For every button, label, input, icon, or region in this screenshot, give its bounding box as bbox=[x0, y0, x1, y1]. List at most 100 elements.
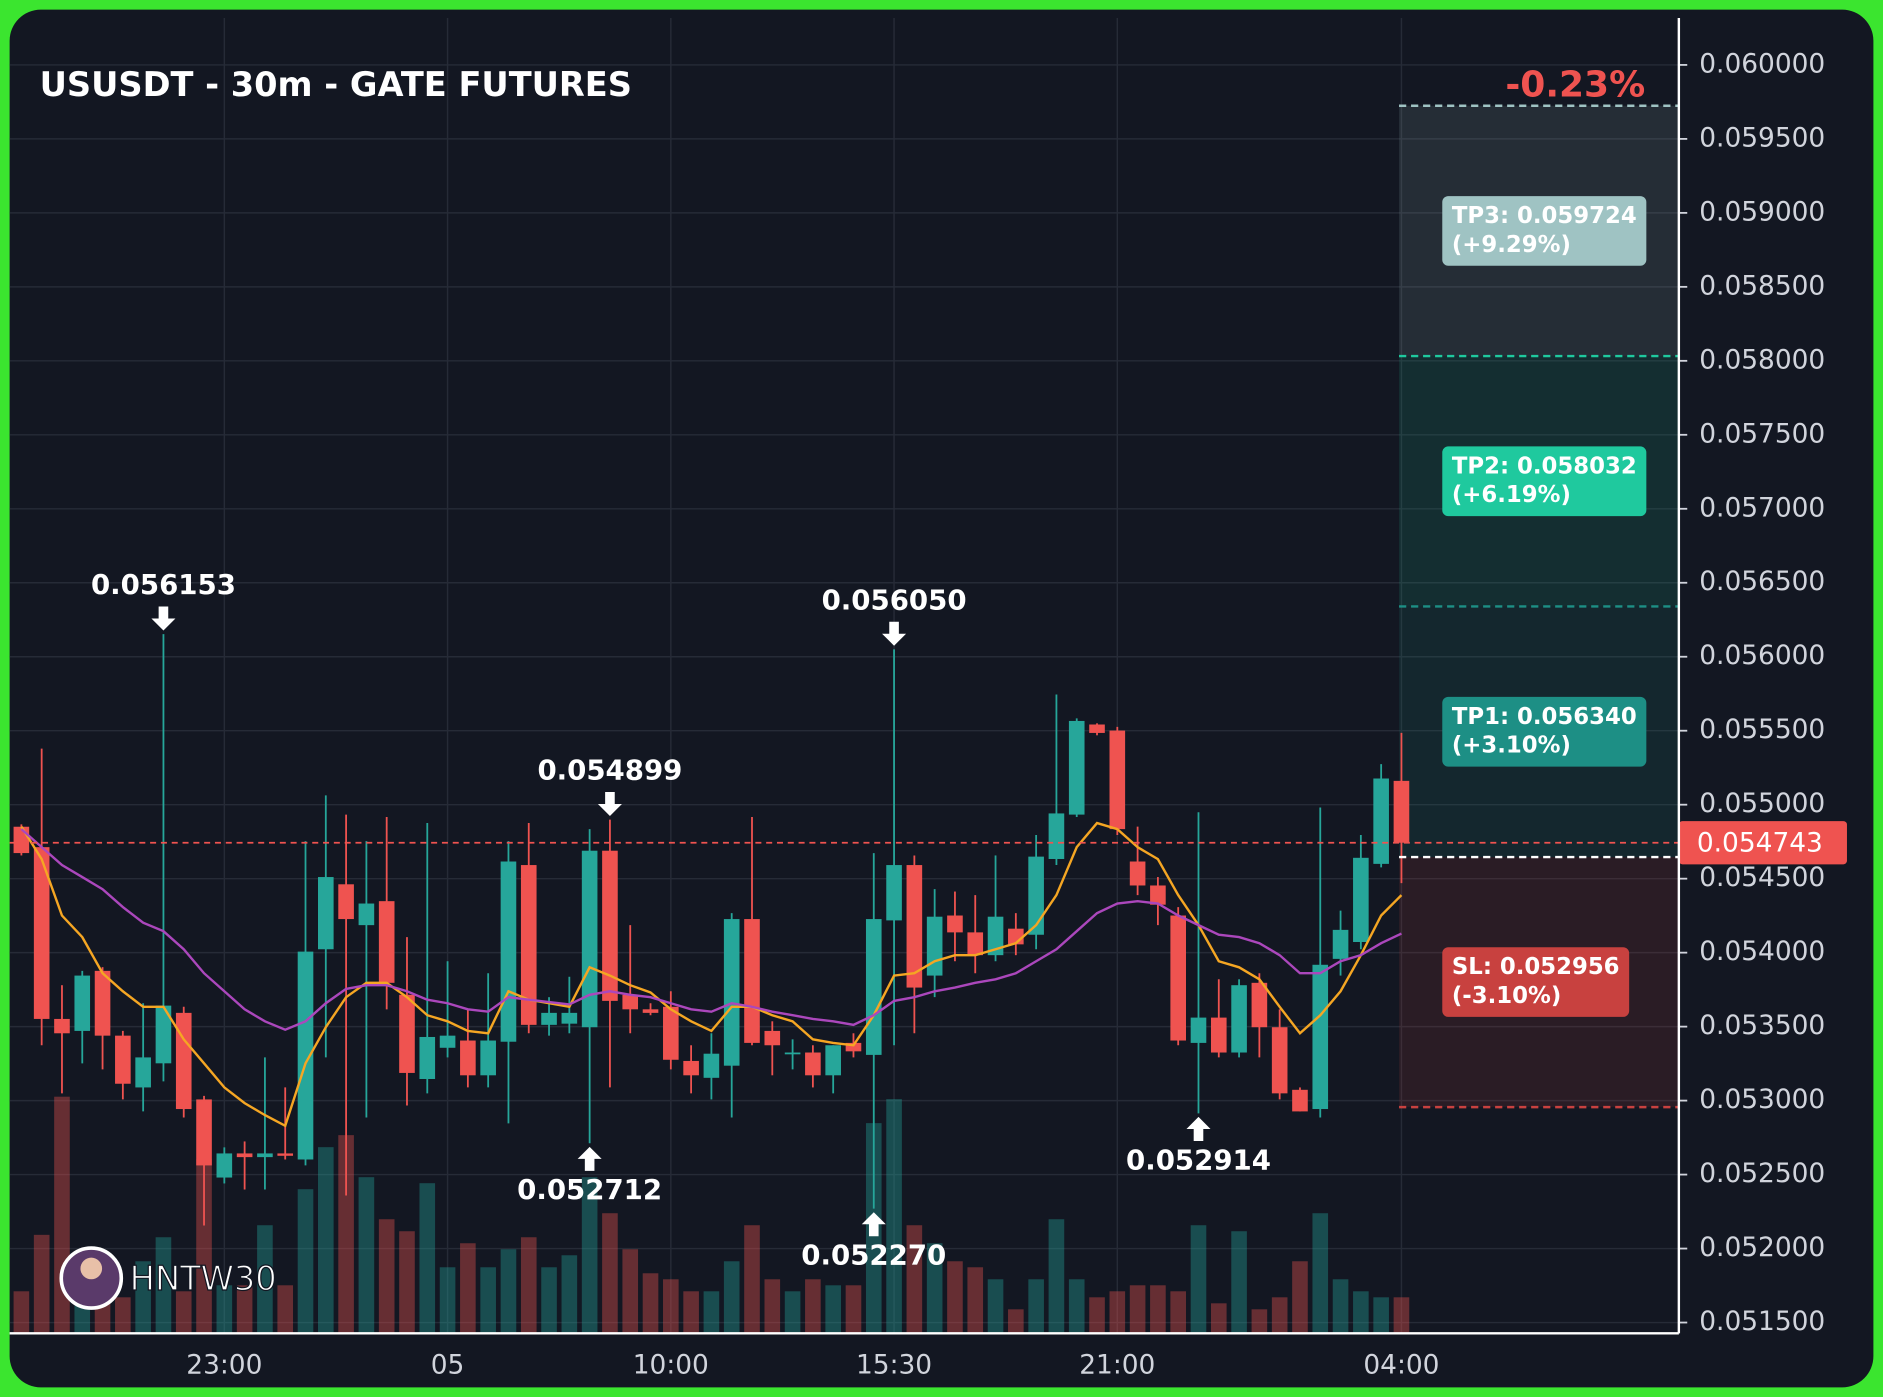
y-tick-label: 0.055500 bbox=[1699, 714, 1825, 745]
candle-body bbox=[378, 901, 395, 983]
volume-bar bbox=[926, 1243, 943, 1334]
candle-body bbox=[317, 877, 334, 950]
volume-bar bbox=[622, 1249, 639, 1334]
candle-body bbox=[1271, 1027, 1288, 1094]
avatar-face bbox=[80, 1257, 103, 1280]
candle-body bbox=[1109, 730, 1126, 830]
candle-body bbox=[135, 1057, 151, 1088]
y-tick-label: 0.057500 bbox=[1699, 418, 1825, 449]
volume-bar bbox=[135, 1261, 151, 1334]
y-tick-label: 0.058000 bbox=[1699, 344, 1825, 375]
volume-bar bbox=[1048, 1219, 1065, 1334]
volume-bar bbox=[642, 1273, 659, 1334]
volume-bar bbox=[967, 1267, 984, 1334]
y-tick-label: 0.060000 bbox=[1699, 48, 1825, 79]
candle-body bbox=[663, 1006, 679, 1060]
volume-bar bbox=[500, 1249, 517, 1334]
volume-bar bbox=[581, 1177, 598, 1334]
volume-bar bbox=[723, 1261, 740, 1334]
candle-body bbox=[926, 916, 943, 976]
volume-bar bbox=[1271, 1297, 1288, 1334]
x-tick-label: 10:00 bbox=[633, 1349, 709, 1380]
volume-bar bbox=[1353, 1291, 1369, 1334]
change-label: -0.23% bbox=[1505, 64, 1645, 105]
level-change: (-3.10%) bbox=[1452, 983, 1561, 1009]
candle-body bbox=[1353, 857, 1369, 942]
volume-bar bbox=[1068, 1279, 1085, 1334]
annotation-label: 0.056153 bbox=[91, 568, 236, 601]
volume-bar bbox=[1170, 1291, 1187, 1334]
candle-body bbox=[1129, 861, 1146, 886]
y-tick-label: 0.052000 bbox=[1699, 1232, 1825, 1263]
candle-body bbox=[825, 1045, 841, 1076]
volume-bar bbox=[825, 1285, 841, 1334]
volume-bar bbox=[1089, 1297, 1105, 1334]
watermark: HNTW30 bbox=[130, 1259, 277, 1298]
volume-bar bbox=[845, 1285, 862, 1334]
current-price-label: 0.054743 bbox=[1697, 827, 1823, 858]
moving-average-line bbox=[20, 821, 1403, 1128]
level-box bbox=[1442, 947, 1630, 1017]
volume-bar bbox=[1150, 1285, 1166, 1334]
volume-bar bbox=[683, 1291, 699, 1334]
annotation-arrow bbox=[597, 792, 622, 817]
x-tick-label: 05 bbox=[431, 1349, 465, 1380]
y-tick-label: 0.058500 bbox=[1699, 270, 1825, 301]
candle-body bbox=[561, 1012, 578, 1024]
volume-bar bbox=[947, 1261, 963, 1334]
y-tick-label: 0.052500 bbox=[1699, 1158, 1825, 1189]
candle-body bbox=[947, 915, 963, 933]
y-tick-label: 0.056500 bbox=[1699, 566, 1825, 597]
volume-bar bbox=[277, 1285, 294, 1334]
volume-bar bbox=[257, 1225, 273, 1334]
candle-body bbox=[886, 865, 902, 921]
candle-body bbox=[1251, 982, 1268, 1028]
y-tick-label: 0.053000 bbox=[1699, 1084, 1825, 1115]
candle-body bbox=[703, 1053, 720, 1078]
volume-bar bbox=[1109, 1291, 1126, 1334]
level-label: SL: 0.052956 bbox=[1452, 954, 1620, 980]
x-tick-label: 04:00 bbox=[1363, 1349, 1439, 1380]
volume-bar bbox=[987, 1279, 1004, 1334]
y-tick-label: 0.056000 bbox=[1699, 640, 1825, 671]
annotation-label: 0.052712 bbox=[517, 1173, 662, 1206]
candle-body bbox=[520, 865, 537, 1025]
candle-body bbox=[805, 1052, 821, 1076]
y-tick-label: 0.059500 bbox=[1699, 122, 1825, 153]
candle-body bbox=[784, 1052, 801, 1055]
candle-body bbox=[1048, 813, 1065, 859]
candle-body bbox=[1292, 1089, 1308, 1112]
candle-body bbox=[987, 916, 1004, 956]
volume-bar bbox=[1373, 1297, 1389, 1334]
annotation-arrow bbox=[882, 621, 907, 646]
level-label: TP3: 0.059724 bbox=[1452, 203, 1637, 229]
volume-bar bbox=[1332, 1279, 1349, 1334]
level-label: TP2: 0.058032 bbox=[1452, 453, 1637, 479]
volume-bar bbox=[541, 1267, 557, 1334]
candle-body bbox=[115, 1035, 131, 1084]
volume-bar bbox=[94, 1303, 111, 1334]
candle-body bbox=[196, 1099, 212, 1166]
y-tick-label: 0.055000 bbox=[1699, 788, 1825, 819]
level-box bbox=[1442, 696, 1647, 767]
x-tick-label: 21:00 bbox=[1079, 1349, 1155, 1380]
candle-body bbox=[1210, 1017, 1227, 1053]
volume-bar bbox=[784, 1291, 801, 1334]
volume-bar bbox=[1129, 1285, 1146, 1334]
y-tick-label: 0.057000 bbox=[1699, 492, 1825, 523]
candle-body bbox=[94, 970, 111, 1036]
level-box bbox=[1442, 446, 1647, 517]
candle-body bbox=[622, 994, 639, 1010]
volume-bar bbox=[297, 1189, 314, 1334]
volume-bar bbox=[33, 1234, 50, 1334]
candle-body bbox=[338, 884, 354, 920]
volume-bar bbox=[115, 1297, 131, 1334]
candle-body bbox=[155, 1005, 172, 1064]
volume-bar bbox=[1312, 1213, 1329, 1334]
annotation-label: 0.052270 bbox=[801, 1239, 946, 1272]
candle-body bbox=[216, 1153, 233, 1178]
candle-body bbox=[1068, 720, 1085, 815]
volume-bar bbox=[744, 1225, 760, 1334]
candle-body bbox=[1089, 724, 1105, 733]
